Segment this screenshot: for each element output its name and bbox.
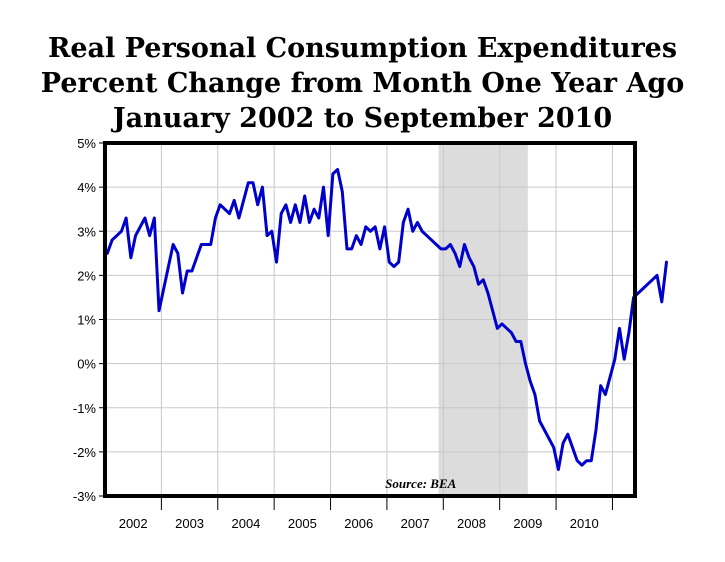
- y-tick-label: -3%: [73, 489, 97, 504]
- x-tick-label: 2009: [513, 516, 542, 531]
- y-tick-label: 0%: [77, 357, 96, 372]
- x-tick-label: 2003: [175, 516, 204, 531]
- chart-subtitle: Percent Change from Month One Year Ago: [40, 68, 685, 99]
- y-tick-label: 5%: [77, 136, 96, 151]
- x-tick-label: 2007: [401, 516, 430, 531]
- x-tick-label: 2010: [570, 516, 599, 531]
- x-tick-label: 2008: [457, 516, 486, 531]
- series-line: [105, 167, 668, 472]
- y-tick-label: 3%: [77, 224, 96, 239]
- x-tick-label: 2005: [288, 516, 317, 531]
- source-label: Source: BEA: [385, 476, 456, 491]
- x-axis: 2002 2003 2004 2005 2006 2007 2008 2009 2010: [119, 496, 613, 531]
- chart-title: Real Personal Consumption Expenditures: [47, 33, 678, 64]
- x-tick-label: 2006: [344, 516, 373, 531]
- y-tick-label: 4%: [77, 180, 96, 195]
- y-axis: 5% 4% 3% 2% 1% 0% -1% -2% -3%: [73, 136, 105, 504]
- x-tick-label: 2002: [119, 516, 148, 531]
- y-tick-label: -2%: [73, 445, 97, 460]
- chart-period: January 2002 to September 2010: [112, 103, 613, 134]
- y-tick-label: -1%: [73, 401, 97, 416]
- plot-frame: [103, 141, 637, 498]
- x-tick-label: 2004: [231, 516, 260, 531]
- y-tick-label: 1%: [77, 313, 96, 328]
- y-tick-label: 2%: [77, 268, 96, 283]
